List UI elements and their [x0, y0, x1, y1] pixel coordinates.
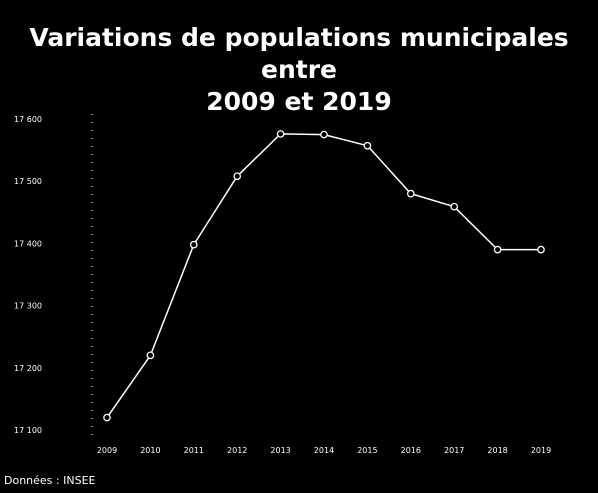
x-tick-label: 2013 [270, 446, 290, 455]
y-tick-label: 17 500 [14, 177, 42, 186]
data-point [189, 240, 198, 249]
x-tick-label: 2009 [97, 446, 117, 455]
y-tick-label: 17 600 [14, 115, 42, 124]
data-point [363, 141, 372, 150]
data-point [233, 172, 242, 181]
data-point [450, 202, 459, 211]
data-point [406, 189, 415, 198]
y-tick-label: 17 400 [14, 239, 42, 248]
y-tick-label: 17 100 [14, 426, 42, 435]
x-tick-label: 2011 [184, 446, 204, 455]
chart-title: Variations de populations municipales en… [0, 22, 598, 118]
data-point [103, 413, 111, 422]
x-tick-label: 2010 [140, 446, 160, 455]
x-tick-label: 2018 [487, 446, 507, 455]
y-tick-label: 17 200 [14, 364, 42, 373]
data-point [493, 245, 502, 254]
data-point [537, 245, 545, 254]
series-line [106, 133, 541, 419]
chart-title-line-2: 2009 et 2019 [206, 87, 392, 116]
x-tick-label: 2019 [531, 446, 551, 455]
data-source: Données : INSEE [4, 474, 96, 487]
x-tick-label: 2017 [444, 446, 464, 455]
y-tick-label: 17 300 [14, 302, 42, 311]
x-tick-label: 2016 [401, 446, 421, 455]
data-point [276, 130, 285, 138]
x-tick-label: 2015 [357, 446, 377, 455]
data-point [146, 351, 155, 360]
x-tick-label: 2012 [227, 446, 247, 455]
x-tick-label: 2014 [314, 446, 334, 455]
chart-title-line-1: Variations de populations municipales en… [29, 23, 569, 84]
data-point [320, 130, 328, 139]
